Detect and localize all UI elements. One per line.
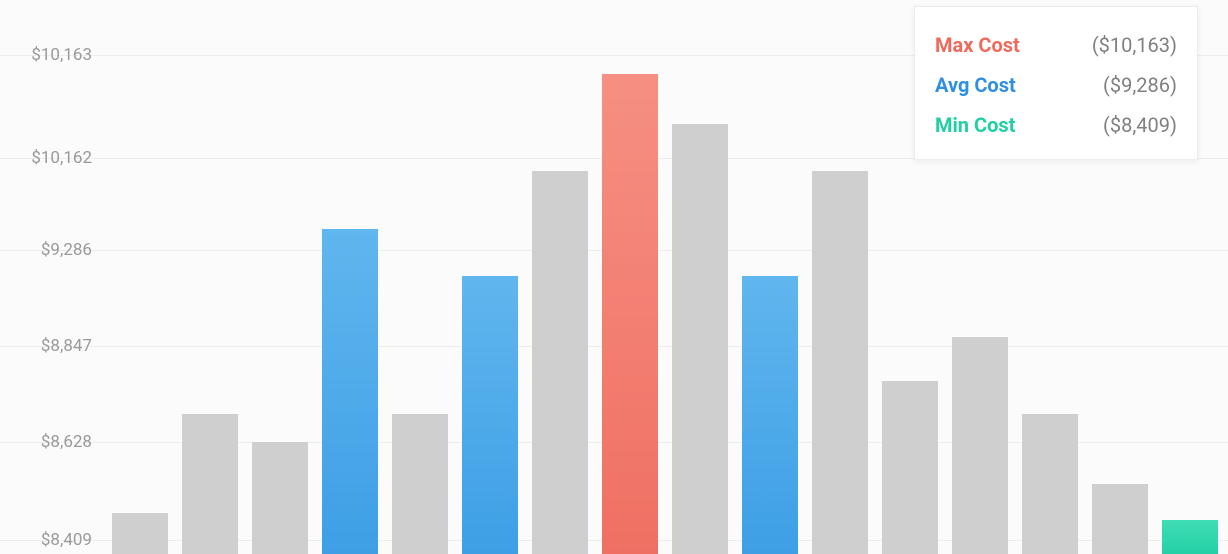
bar-avg bbox=[322, 229, 378, 554]
bar-avg bbox=[742, 276, 798, 554]
bar bbox=[812, 171, 868, 554]
bar-min bbox=[1162, 520, 1218, 554]
legend-row-min: Min Cost ($8,409) bbox=[935, 105, 1177, 145]
legend-value-min: ($8,409) bbox=[1103, 113, 1177, 137]
bar bbox=[182, 414, 238, 554]
legend-row-max: Max Cost ($10,163) bbox=[935, 25, 1177, 65]
bar bbox=[1022, 414, 1078, 554]
bar bbox=[882, 381, 938, 554]
bar bbox=[1092, 484, 1148, 554]
legend-row-avg: Avg Cost ($9,286) bbox=[935, 65, 1177, 105]
bar bbox=[672, 124, 728, 554]
legend-value-max: ($10,163) bbox=[1092, 33, 1177, 57]
y-tick-label: $10,163 bbox=[0, 45, 100, 65]
y-tick-label: $8,847 bbox=[0, 336, 100, 356]
bar bbox=[952, 337, 1008, 554]
legend-value-avg: ($9,286) bbox=[1103, 73, 1177, 97]
legend-label-max: Max Cost bbox=[935, 33, 1020, 57]
y-tick-label: $8,409 bbox=[0, 530, 100, 550]
bar-max bbox=[602, 74, 658, 554]
cost-bar-chart: $10,163 $10,162 $9,286 $8,847 $8,628 $8,… bbox=[0, 0, 1228, 554]
y-tick-label: $9,286 bbox=[0, 240, 100, 260]
bar bbox=[532, 171, 588, 554]
bar bbox=[252, 442, 308, 554]
cost-legend: Max Cost ($10,163) Avg Cost ($9,286) Min… bbox=[914, 6, 1198, 160]
bar-avg bbox=[462, 276, 518, 554]
y-tick-label: $8,628 bbox=[0, 432, 100, 452]
bar bbox=[112, 513, 168, 554]
legend-label-min: Min Cost bbox=[935, 113, 1015, 137]
legend-label-avg: Avg Cost bbox=[935, 73, 1016, 97]
bar bbox=[392, 414, 448, 554]
y-tick-label: $10,162 bbox=[0, 148, 100, 168]
